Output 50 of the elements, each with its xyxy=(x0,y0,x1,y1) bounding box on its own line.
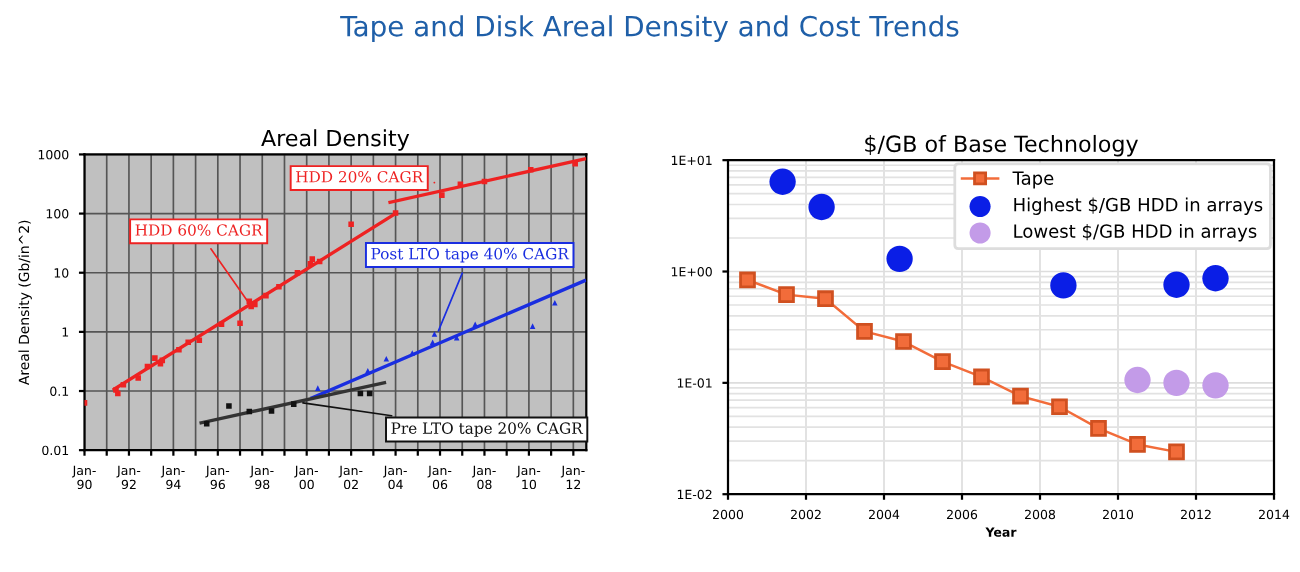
point xyxy=(769,168,796,195)
point xyxy=(934,353,951,370)
legend-label: Tape xyxy=(1012,171,1054,189)
point xyxy=(457,181,464,187)
point xyxy=(237,320,243,327)
point xyxy=(309,256,316,262)
point xyxy=(778,286,795,303)
point xyxy=(1012,387,1029,405)
point xyxy=(218,321,225,327)
point xyxy=(431,331,438,337)
legend-label: Highest $/GB HDD in arrays xyxy=(1014,197,1263,215)
point xyxy=(817,290,834,308)
chart-title: $/GB of Base Technology xyxy=(865,134,1138,157)
point xyxy=(348,221,354,228)
point xyxy=(290,401,297,407)
point xyxy=(886,245,913,272)
point xyxy=(294,269,301,276)
point xyxy=(1163,369,1190,397)
point xyxy=(263,292,269,299)
point xyxy=(383,356,390,362)
point xyxy=(429,339,436,345)
point xyxy=(1124,366,1151,394)
point xyxy=(439,192,445,198)
point xyxy=(895,333,912,350)
legend-label: Lowest $/GB HDD in arrays xyxy=(1014,224,1257,242)
point xyxy=(226,403,232,409)
point xyxy=(1051,398,1068,416)
point xyxy=(152,355,158,361)
point xyxy=(135,375,141,381)
point xyxy=(973,368,990,386)
text: Tape and Disk Areal Density and Cost Trends xyxy=(340,15,959,43)
point xyxy=(739,271,756,289)
point xyxy=(315,385,321,391)
point xyxy=(1163,271,1190,298)
point xyxy=(1202,372,1229,399)
point xyxy=(1090,420,1107,437)
point xyxy=(808,193,835,221)
point xyxy=(1168,443,1185,461)
point xyxy=(529,323,536,329)
point xyxy=(365,367,371,374)
point xyxy=(472,321,478,327)
point xyxy=(1050,272,1077,299)
chart-title: Areal Density xyxy=(261,129,410,151)
point xyxy=(268,408,275,414)
point xyxy=(856,323,873,340)
point xyxy=(392,210,399,216)
point xyxy=(1202,265,1229,292)
point xyxy=(552,300,558,306)
point xyxy=(1129,436,1146,453)
point xyxy=(115,390,121,397)
